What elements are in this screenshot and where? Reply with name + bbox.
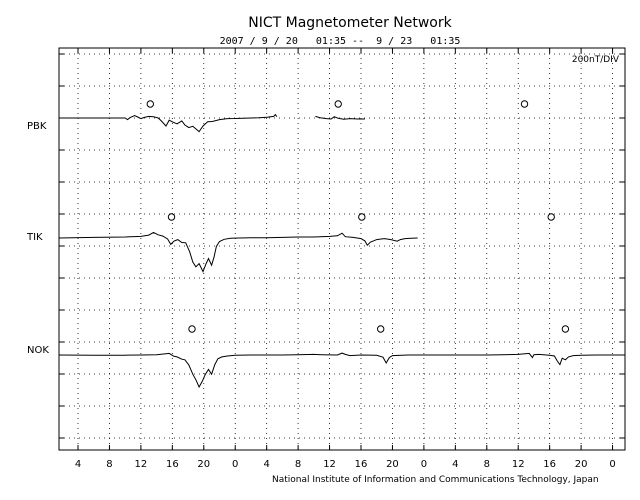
station-label-nok: NOK xyxy=(27,345,49,356)
marker-circle-tik xyxy=(167,213,176,221)
chart-subtitle: 2007 / 9 / 20 01:35 -- 9 / 23 01:35 xyxy=(220,36,461,47)
plot-frame xyxy=(58,47,626,451)
x-tick-label: 12 xyxy=(323,459,336,470)
x-tick-label: 0 xyxy=(421,459,427,470)
station-labels: PBK TIK NOK xyxy=(26,121,49,356)
x-tick-label: 12 xyxy=(512,459,525,470)
x-tick-label: 20 xyxy=(386,459,399,470)
x-tick-label: 8 xyxy=(484,459,490,470)
series-line-pbk xyxy=(59,113,278,133)
x-tick-label: 20 xyxy=(197,459,210,470)
marker-circle-nok xyxy=(188,325,196,333)
y-ticks xyxy=(59,53,625,439)
footer-credit: National Institute of Information and Co… xyxy=(272,475,599,485)
x-tick-label: 0 xyxy=(609,459,615,470)
chart-title: NICT Magnetometer Network xyxy=(248,15,452,31)
x-tick-label: 16 xyxy=(543,459,556,470)
marker-circle-tik xyxy=(547,213,555,221)
series-line-tik xyxy=(59,231,418,273)
marker-circle-nok xyxy=(377,325,385,333)
marker-circle-nok xyxy=(561,325,570,333)
marker-circle-pbk xyxy=(146,100,155,108)
x-tick-labels: 4 8 12 16 20 0 4 8 12 16 20 0 4 8 12 16 20 0 xyxy=(75,459,616,470)
series-layer xyxy=(59,100,626,389)
x-tick-label: 8 xyxy=(106,459,112,470)
station-label-pbk: PBK xyxy=(27,121,47,132)
x-tick-label: 16 xyxy=(166,459,179,470)
marker-circle-tik xyxy=(358,213,366,221)
marker-circle-pbk xyxy=(520,100,529,108)
x-tick-label: 4 xyxy=(75,459,81,470)
x-tick-label: 4 xyxy=(452,459,458,470)
marker-circle-pbk xyxy=(334,100,342,108)
x-tick-label: 0 xyxy=(232,459,238,470)
grid xyxy=(59,48,625,450)
x-ticks xyxy=(77,48,614,450)
x-tick-label: 8 xyxy=(295,459,301,470)
scale-label: 200nT/DIV xyxy=(572,55,620,65)
x-tick-label: 16 xyxy=(355,459,368,470)
series-line-nok xyxy=(59,352,626,389)
x-tick-label: 20 xyxy=(575,459,588,470)
x-tick-label: 4 xyxy=(263,459,269,470)
x-tick-label: 12 xyxy=(135,459,148,470)
station-label-tik: TIK xyxy=(26,232,43,243)
series-line-pbk xyxy=(315,115,365,120)
